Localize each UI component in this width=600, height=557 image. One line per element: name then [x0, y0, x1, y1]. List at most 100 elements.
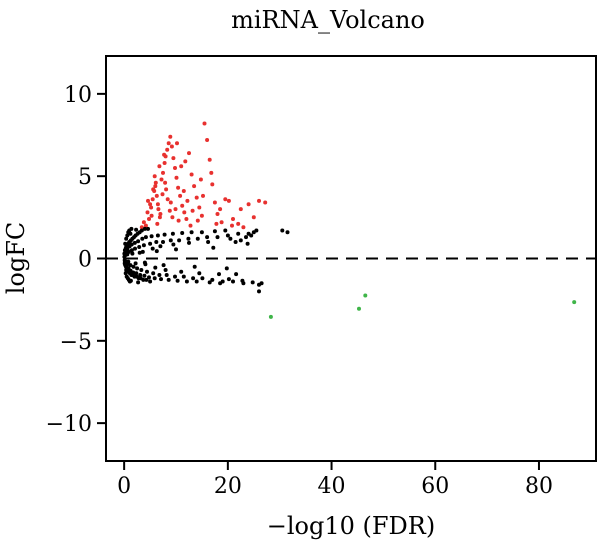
data-point	[224, 266, 229, 271]
data-point	[263, 200, 268, 205]
y-axis: −10 −5 0 5 10	[46, 83, 106, 437]
data-point	[130, 251, 135, 256]
data-point	[157, 164, 162, 169]
data-point	[572, 300, 577, 305]
data-point	[215, 212, 220, 216]
data-point	[162, 232, 167, 237]
data-point	[191, 276, 196, 281]
data-point	[152, 276, 157, 281]
y-tick-label: −10	[46, 412, 92, 437]
data-point	[168, 238, 173, 243]
data-point	[161, 240, 165, 244]
data-point	[211, 245, 216, 250]
data-point	[218, 207, 223, 212]
data-point	[207, 157, 212, 162]
data-point	[153, 180, 158, 185]
data-point	[139, 268, 144, 272]
x-tick-label: 40	[318, 474, 346, 499]
data-point	[176, 185, 181, 190]
data-point	[238, 207, 243, 212]
data-point	[150, 246, 155, 251]
data-point	[179, 164, 184, 169]
data-point	[187, 151, 191, 156]
data-point	[151, 187, 156, 192]
data-point	[128, 263, 133, 268]
data-point	[181, 274, 186, 279]
data-point	[164, 187, 169, 192]
data-point	[228, 236, 233, 241]
data-point	[202, 121, 207, 126]
data-point	[197, 205, 202, 210]
data-point	[156, 207, 161, 212]
data-point	[174, 247, 178, 252]
y-tick-label: 0	[78, 248, 92, 273]
data-point	[179, 269, 184, 274]
data-point	[155, 202, 160, 207]
data-point	[145, 269, 149, 274]
data-point	[182, 210, 187, 215]
y-tick-label: 10	[64, 83, 92, 108]
x-tick-label: 60	[421, 474, 449, 499]
data-point	[244, 235, 248, 240]
data-point	[154, 240, 159, 244]
data-point	[153, 265, 158, 270]
data-point	[199, 230, 204, 235]
data-point	[214, 221, 219, 226]
data-point	[231, 217, 235, 221]
data-point	[123, 241, 128, 246]
data-point	[183, 159, 188, 164]
data-point	[155, 233, 160, 238]
data-point	[128, 231, 133, 236]
data-point	[231, 279, 235, 284]
data-point	[245, 241, 250, 246]
data-point	[142, 260, 147, 265]
data-point	[165, 147, 170, 152]
data-point	[171, 242, 176, 247]
data-point	[149, 205, 154, 210]
data-point	[158, 244, 163, 249]
data-point	[170, 215, 175, 220]
data-point	[249, 233, 254, 238]
data-point	[124, 236, 129, 241]
data-point	[142, 273, 147, 278]
data-point	[195, 218, 200, 223]
data-point	[150, 197, 155, 202]
data-point	[167, 208, 172, 213]
data-point	[212, 200, 217, 205]
data-point	[125, 252, 130, 257]
data-point	[132, 240, 137, 245]
data-point	[219, 220, 224, 225]
data-point	[166, 141, 171, 146]
data-point	[238, 238, 243, 243]
data-point	[246, 202, 251, 207]
data-point	[129, 226, 134, 231]
data-point	[168, 200, 173, 205]
data-point	[137, 250, 142, 255]
data-point	[205, 235, 210, 240]
data-point	[158, 212, 163, 216]
data-point	[149, 213, 154, 218]
data-point	[192, 184, 197, 189]
data-point	[149, 234, 154, 239]
data-point	[223, 228, 228, 233]
data-point	[122, 259, 127, 264]
data-point	[199, 213, 204, 218]
data-point	[201, 193, 205, 198]
data-point	[257, 198, 261, 203]
data-point	[143, 235, 148, 240]
data-point	[210, 182, 215, 187]
data-point	[136, 280, 141, 285]
data-point	[268, 314, 273, 319]
data-point	[184, 217, 189, 221]
data-point	[146, 198, 150, 203]
data-point	[139, 228, 144, 233]
data-point	[131, 270, 136, 275]
data-point	[233, 240, 238, 244]
data-point	[198, 177, 203, 182]
data-point	[236, 221, 241, 226]
data-point	[173, 207, 178, 212]
data-point	[134, 227, 139, 232]
data-point	[280, 228, 285, 233]
data-point	[124, 268, 129, 272]
